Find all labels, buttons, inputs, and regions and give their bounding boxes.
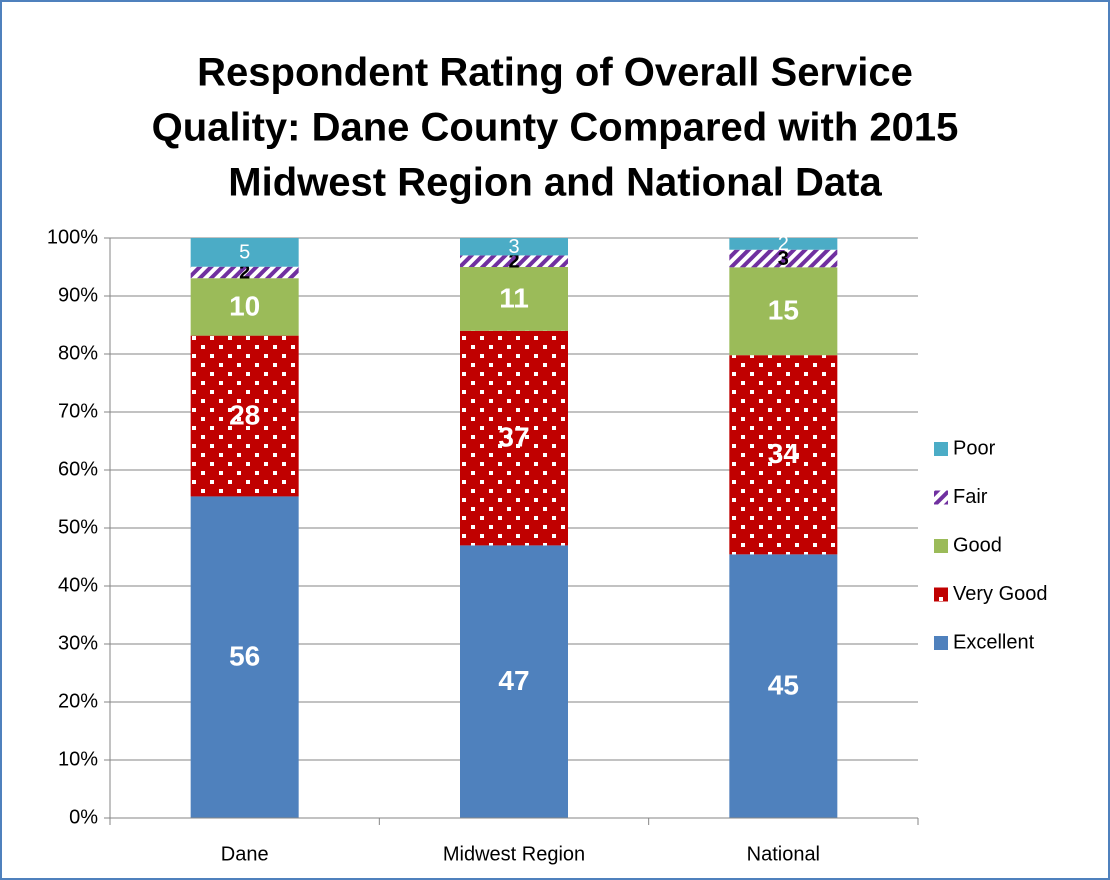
data-label: 10 [229, 290, 260, 321]
x-tick-label: Dane [221, 843, 269, 865]
legend-swatch [934, 587, 948, 602]
legend-label: Very Good [953, 583, 1048, 605]
legend-label: Poor [953, 437, 996, 459]
x-tick-label: Midwest Region [443, 843, 585, 865]
bar-segment [460, 255, 568, 267]
y-tick-label: 20% [58, 690, 98, 712]
bar-segment [460, 238, 568, 256]
bar-segment [729, 554, 838, 818]
data-label: 34 [768, 438, 800, 469]
bar-segment [460, 267, 568, 331]
data-label: 5 [239, 242, 250, 264]
bar-segment [729, 267, 838, 356]
bar-segment [729, 355, 838, 555]
y-tick-label: 100% [47, 226, 98, 248]
data-label: 11 [499, 282, 529, 313]
chart-title: Midwest Region and National Data [228, 161, 882, 205]
bar-segment [190, 278, 299, 336]
bar-segment [460, 545, 568, 818]
legend-label: Fair [953, 486, 988, 508]
y-tick-label: 50% [58, 516, 98, 538]
y-tick-label: 30% [58, 632, 98, 654]
y-tick-label: 0% [69, 806, 98, 828]
chart-title: Quality: Dane County Compared with 2015 [152, 106, 959, 150]
bar-segment [190, 335, 299, 497]
data-label: 56 [229, 641, 260, 672]
data-label: 3 [778, 248, 789, 270]
data-label: 45 [768, 670, 799, 701]
data-label: 15 [768, 295, 799, 326]
legend-label: Excellent [953, 631, 1035, 653]
bar-segment [729, 249, 838, 268]
bar-segment [190, 266, 299, 279]
y-tick-label: 70% [58, 400, 98, 422]
legend-swatch [934, 442, 948, 456]
data-label: 47 [498, 665, 529, 696]
data-label: 3 [508, 236, 519, 258]
bar-segment [190, 496, 299, 818]
y-tick-label: 90% [58, 284, 98, 306]
data-label: 37 [498, 421, 529, 452]
chart-title: Respondent Rating of Overall Service [197, 51, 913, 95]
legend-label: Good [953, 534, 1002, 556]
x-tick-label: National [747, 843, 820, 865]
legend-swatch [934, 539, 948, 553]
y-tick-label: 80% [58, 342, 98, 364]
bar-segment [729, 238, 838, 250]
bar-segment [190, 238, 299, 267]
data-label: 2 [239, 262, 250, 284]
y-tick-label: 60% [58, 458, 98, 480]
legend-swatch [934, 636, 948, 650]
data-label: 28 [229, 399, 260, 430]
bar-segment [460, 330, 568, 546]
legend-swatch [934, 490, 948, 505]
y-tick-label: 10% [58, 748, 98, 770]
data-label: 2 [778, 233, 789, 255]
y-tick-label: 40% [58, 574, 98, 596]
data-label: 2 [508, 250, 519, 272]
